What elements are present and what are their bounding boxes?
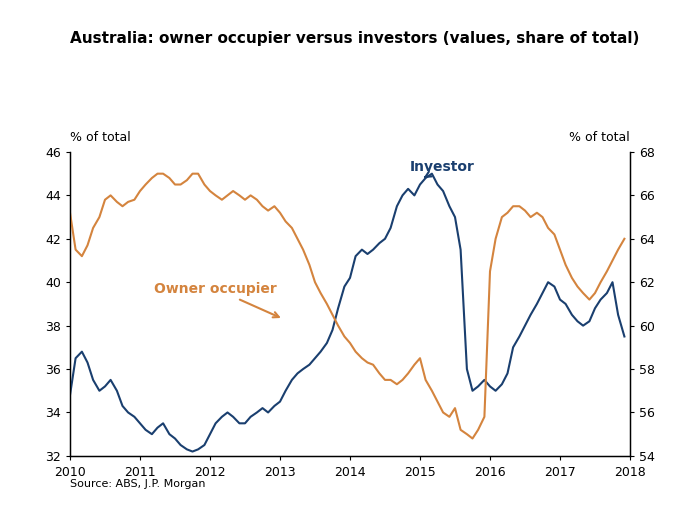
Text: Source: ABS, J.P. Morgan: Source: ABS, J.P. Morgan [70, 479, 206, 489]
Text: Investor: Investor [410, 160, 475, 177]
Text: % of total: % of total [569, 131, 630, 144]
Text: Owner occupier: Owner occupier [154, 282, 279, 318]
Text: % of total: % of total [70, 131, 131, 144]
Text: Australia: owner occupier versus investors (values, share of total): Australia: owner occupier versus investo… [70, 31, 639, 47]
